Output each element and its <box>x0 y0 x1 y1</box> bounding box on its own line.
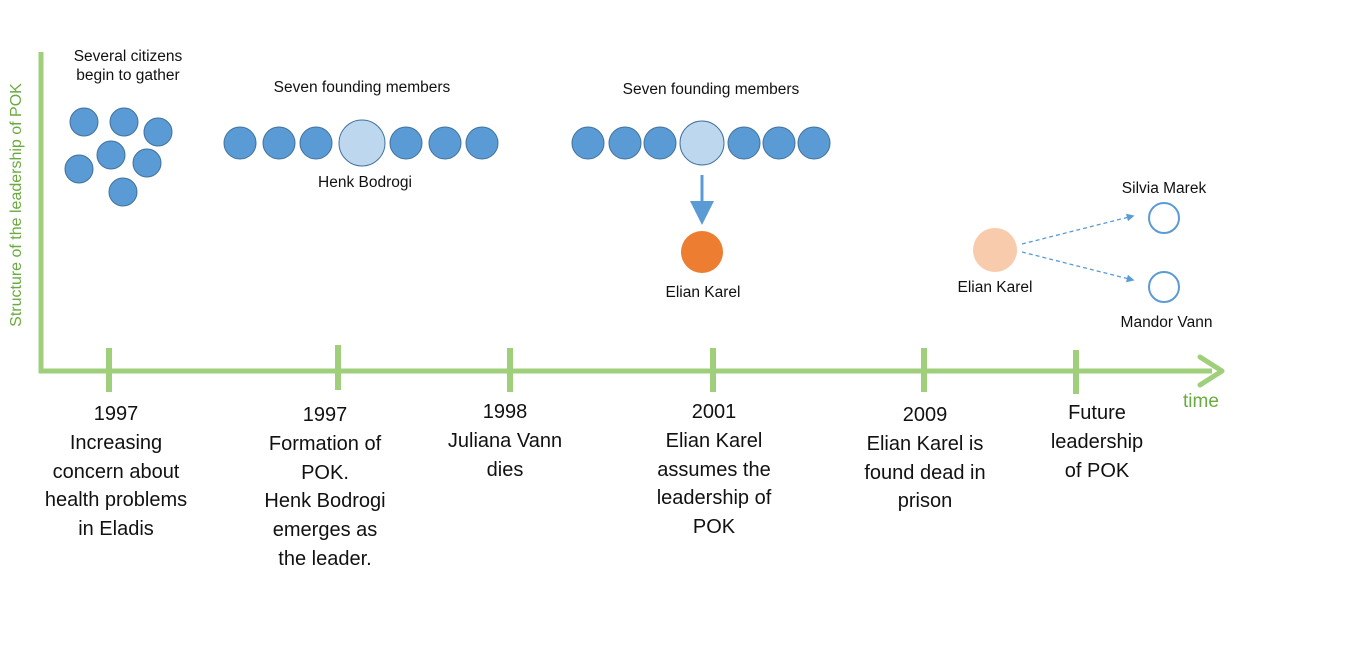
event-text: Elian Karel is found dead in prison <box>864 432 986 513</box>
silvia-marek-circle <box>1148 202 1180 234</box>
founders-label-1: Seven founding members <box>273 79 451 96</box>
x-axis-label: time <box>1183 391 1219 412</box>
elian-karel-faded-circle <box>973 228 1017 272</box>
dashed-arrow-mandor <box>1021 251 1135 283</box>
event-year: 2001 <box>691 401 737 423</box>
mandor-vann-label: Mandor Vann <box>1120 314 1213 331</box>
event-1997-concern: 1997 Increasing concern about health pro… <box>16 400 216 544</box>
founders-group-1 <box>223 119 499 167</box>
mandor-vann-circle <box>1148 271 1180 303</box>
henk-bodrogi-circle <box>338 119 386 167</box>
event-text: Future leadership of POK <box>1050 402 1144 482</box>
event-2001: 2001 Elian Karel assumes the leadership … <box>614 398 814 542</box>
event-text: Elian Karel assumes the leadership of PO… <box>656 429 772 539</box>
event-year: 1997 <box>93 403 139 425</box>
event-future: Future leadership of POK <box>1022 399 1172 485</box>
dashed-arrow-silvia <box>1021 213 1135 245</box>
silvia-marek-label: Silvia Marek <box>1121 180 1207 197</box>
event-year: 1998 <box>482 401 528 423</box>
citizens-label: Several citizens begin to gather <box>73 48 183 84</box>
event-2009: 2009 Elian Karel is found dead in prison <box>825 401 1025 516</box>
founders-group-2 <box>571 120 831 166</box>
elian-karel-label-2: Elian Karel <box>957 279 1033 296</box>
event-text: Formation of POK. Henk Bodrogi emerges a… <box>264 432 386 570</box>
event-year: 2009 <box>902 404 948 426</box>
henk-bodrogi-label: Henk Bodrogi <box>318 174 412 191</box>
y-axis-label: Structure of the leadership of POK <box>8 83 25 327</box>
founders-label-2: Seven founding members <box>622 81 800 98</box>
elian-karel-circle <box>681 231 723 273</box>
elian-karel-label-1: Elian Karel <box>665 284 741 301</box>
x-axis-arrowhead <box>1197 354 1225 388</box>
event-1998: 1998 Juliana Vann dies <box>405 398 605 484</box>
event-year: 1997 <box>302 404 348 426</box>
event-text: Juliana Vann dies <box>447 429 563 481</box>
event-text: Increasing concern about health problems… <box>44 431 188 541</box>
event-1997-formation: 1997 Formation of POK. Henk Bodrogi emer… <box>225 401 425 574</box>
citizens-cluster <box>64 107 173 207</box>
